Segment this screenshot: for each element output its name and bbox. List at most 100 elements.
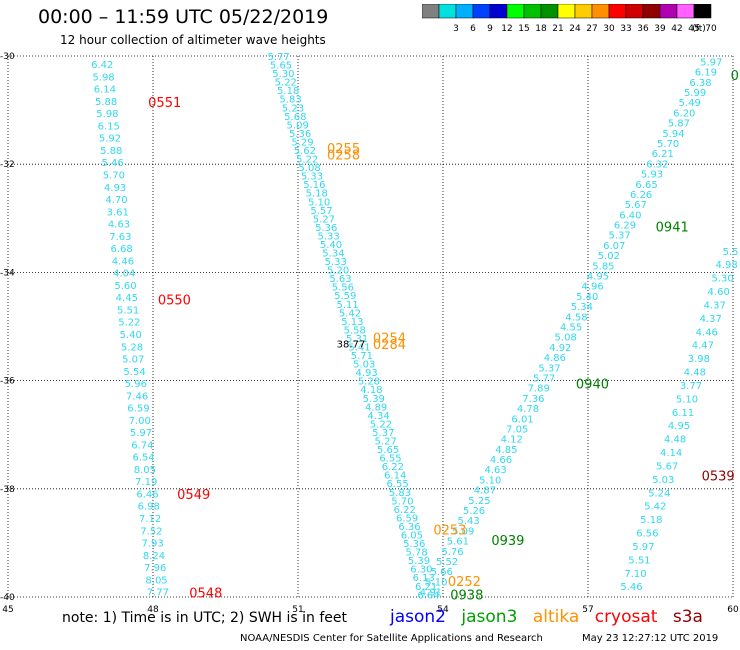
time-label: 0258 xyxy=(327,148,360,163)
swh-value: 6.46 xyxy=(136,489,158,500)
swh-value: 5.22 xyxy=(275,78,297,89)
swh-value: 5.09 xyxy=(287,120,309,131)
scale-tick-label: 42 xyxy=(671,24,682,34)
swh-value: 5.08 xyxy=(298,163,320,174)
swh-value: 5.22 xyxy=(118,318,140,329)
swh-value: 4.48 xyxy=(684,368,706,379)
swh-value: 6.05 xyxy=(401,530,423,541)
swh-value: 6.29 xyxy=(614,221,636,232)
swh-value: 7.89 xyxy=(528,384,550,395)
mission-jason2: jason2 xyxy=(390,607,446,627)
swh-value: 6.55 xyxy=(379,454,401,465)
swh-value: 7.12 xyxy=(139,514,161,525)
swh-value: 4.95 xyxy=(668,421,690,432)
swh-value: 5.39 xyxy=(363,394,385,405)
swh-value: 5.10 xyxy=(676,394,698,405)
swh-value: 5.66 xyxy=(431,567,453,578)
swh-value: 4.60 xyxy=(708,287,730,298)
swh-value: 4.14 xyxy=(660,448,682,459)
swh-value: 5.25 xyxy=(468,496,490,507)
swh-value: 5.10 xyxy=(479,475,501,486)
swh-value: 7.36 xyxy=(522,394,544,405)
swh-value: 4.93 xyxy=(356,368,378,379)
swh-value: 5.42 xyxy=(339,308,361,319)
swh-value: 5.11 xyxy=(337,300,359,311)
swh-value: 5.58 xyxy=(344,325,366,336)
time-label: 0548 xyxy=(189,587,222,602)
swh-value: 5.02 xyxy=(598,251,620,262)
swh-value: 5.78 xyxy=(405,548,427,559)
swh-value: 5.31 xyxy=(346,334,368,345)
chart-subtitle: 12 hour collection of altimeter wave hei… xyxy=(60,33,326,47)
swh-value: 3.77 xyxy=(680,381,702,392)
swh-value: 5.46 xyxy=(620,582,642,593)
time-label: 0 xyxy=(731,69,739,84)
scale-tick-label: 6 xyxy=(470,24,476,34)
swh-value: 5.51 xyxy=(117,305,139,316)
swh-value: 5.18 xyxy=(306,189,328,200)
swh-value: 5.96 xyxy=(125,379,147,390)
swh-value: 5.03 xyxy=(353,360,375,371)
swh-value: 4.63 xyxy=(108,220,130,231)
swh-value: 6.01 xyxy=(511,414,533,425)
swh-value: 5.57 xyxy=(310,206,332,217)
swh-value: 4.55 xyxy=(560,323,582,334)
swh-value: 5.24 xyxy=(648,488,670,499)
swh-value: 5.65 xyxy=(270,61,292,72)
swh-value: 7.10 xyxy=(624,569,646,580)
swh-value: 5.49 xyxy=(679,98,701,109)
swh-value: 4.66 xyxy=(490,455,512,466)
legend-note: note: 1) Time is in UTC; 2) SWH is in fe… xyxy=(62,610,348,626)
swh-value: 5.13 xyxy=(341,317,363,328)
swh-value: 4.95 xyxy=(587,272,609,283)
swh-value: 6.98 xyxy=(138,502,160,513)
swh-value: 5.39 xyxy=(408,556,430,567)
time-label: 0941 xyxy=(656,220,689,235)
swh-value: 4.46 xyxy=(112,256,134,267)
swh-value: 5.70 xyxy=(103,171,125,182)
scale-tick-label: 12 xyxy=(501,24,512,34)
swh-value: 6.30 xyxy=(410,565,432,576)
swh-value: 5.68 xyxy=(284,112,306,123)
swh-value: 6.13 xyxy=(413,573,435,584)
swh-value: 4.98 xyxy=(715,260,737,271)
swh-value: 5.26 xyxy=(463,506,485,517)
x-tick-label: 45 xyxy=(2,605,13,615)
swh-value: 7.00 xyxy=(129,416,151,427)
mission-s3a: s3a xyxy=(672,607,703,627)
swh-value: 5.34 xyxy=(322,249,344,260)
swh-value: 5.37 xyxy=(538,363,560,374)
swh-value: 5.5 xyxy=(723,247,739,258)
swh-value: 8.24 xyxy=(143,551,165,562)
swh-value: 5.61 xyxy=(447,537,469,548)
swh-value: 5.59 xyxy=(334,291,356,302)
swh-value: 7.93 xyxy=(142,539,164,550)
swh-value: 5.30 xyxy=(272,69,294,80)
swh-value: 5.22 xyxy=(370,419,392,430)
swh-value: 5.67 xyxy=(656,461,678,472)
swh-value: 6.14 xyxy=(94,85,116,96)
swh-value: 4.18 xyxy=(360,385,382,396)
time-label: 38.77 xyxy=(337,340,366,351)
swh-value: 5.37 xyxy=(372,428,394,439)
scale-tick-label: 9 xyxy=(487,24,493,34)
chart-title: 00:00 – 11:59 UTC 05/22/2019 xyxy=(38,6,329,28)
swh-value: 4.93 xyxy=(104,183,126,194)
swh-value: 4.96 xyxy=(582,282,604,293)
swh-value: 4.12 xyxy=(501,435,523,446)
swh-value: 5.88 xyxy=(100,146,122,157)
swh-value: 5.65 xyxy=(377,445,399,456)
x-tick-label: 54 xyxy=(437,605,449,615)
swh-value: 5.92 xyxy=(99,134,121,145)
time-label: 0939 xyxy=(491,534,524,549)
swh-value: 4.91 xyxy=(420,588,442,599)
swh-value: 5.43 xyxy=(458,516,480,527)
swh-value: 4.89 xyxy=(365,402,387,413)
swh-value: 5.08 xyxy=(555,333,577,344)
color-scale-bar: 3 6 9 12 15 18 21 24 27 30 33 36 39 42 45 70(ft) xyxy=(422,4,717,34)
swh-value: 5.63 xyxy=(329,274,351,285)
swh-value: 4.46 xyxy=(696,327,718,338)
time-label: 0255 xyxy=(327,142,360,157)
swh-value: 6.36 xyxy=(398,522,420,533)
scale-tick-label: 15 xyxy=(518,24,529,34)
